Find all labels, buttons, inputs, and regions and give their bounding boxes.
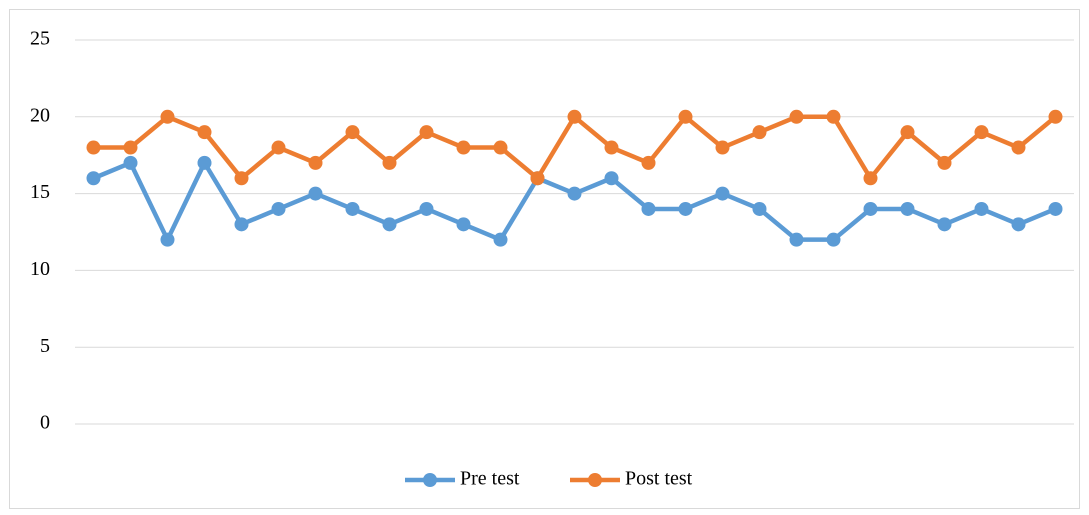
series-marker — [1048, 201, 1063, 216]
series-marker — [160, 232, 175, 247]
series-marker — [123, 140, 138, 155]
series-marker — [789, 109, 804, 124]
y-tick-label: 5 — [40, 335, 50, 357]
series-marker — [382, 155, 397, 170]
chart-frame — [9, 9, 1080, 509]
series-marker — [123, 155, 138, 170]
y-tick-label: 10 — [30, 258, 50, 280]
series-marker — [826, 109, 841, 124]
legend-label: Pre test — [460, 468, 520, 490]
series-marker — [86, 171, 101, 186]
series-marker — [604, 140, 619, 155]
series-marker — [974, 201, 989, 216]
series-marker — [234, 171, 249, 186]
series-marker — [456, 140, 471, 155]
series-marker — [937, 155, 952, 170]
series-marker — [900, 125, 915, 140]
series-marker — [456, 217, 471, 232]
y-tick-label: 15 — [30, 181, 50, 203]
series-marker — [641, 155, 656, 170]
series-marker — [308, 186, 323, 201]
series-marker — [567, 186, 582, 201]
series-marker — [419, 125, 434, 140]
y-tick-label: 20 — [30, 104, 50, 126]
series-marker — [271, 140, 286, 155]
series-marker — [937, 217, 952, 232]
series-marker — [197, 125, 212, 140]
series-marker — [863, 201, 878, 216]
series-marker — [789, 232, 804, 247]
series-marker — [493, 232, 508, 247]
series-marker — [863, 171, 878, 186]
series-marker — [1011, 217, 1026, 232]
series-marker — [826, 232, 841, 247]
series-marker — [308, 155, 323, 170]
series-marker — [604, 171, 619, 186]
series-marker — [678, 201, 693, 216]
y-tick-label: 0 — [40, 412, 50, 434]
series-marker — [974, 125, 989, 140]
series-marker — [197, 155, 212, 170]
y-tick-label: 25 — [30, 28, 50, 50]
legend-marker — [588, 473, 602, 487]
series-marker — [382, 217, 397, 232]
series-marker — [234, 217, 249, 232]
series-marker — [345, 125, 360, 140]
series-marker — [752, 201, 767, 216]
series-marker — [678, 109, 693, 124]
series-marker — [345, 201, 360, 216]
series-marker — [752, 125, 767, 140]
legend-label: Post test — [625, 468, 693, 490]
series-marker — [567, 109, 582, 124]
series-marker — [419, 201, 434, 216]
series-marker — [641, 201, 656, 216]
series-marker — [715, 186, 730, 201]
series-marker — [1048, 109, 1063, 124]
series-marker — [715, 140, 730, 155]
series-marker — [530, 171, 545, 186]
series-marker — [86, 140, 101, 155]
series-marker — [900, 201, 915, 216]
series-marker — [1011, 140, 1026, 155]
series-marker — [271, 201, 286, 216]
series-marker — [493, 140, 508, 155]
series-marker — [160, 109, 175, 124]
legend-marker — [423, 473, 437, 487]
